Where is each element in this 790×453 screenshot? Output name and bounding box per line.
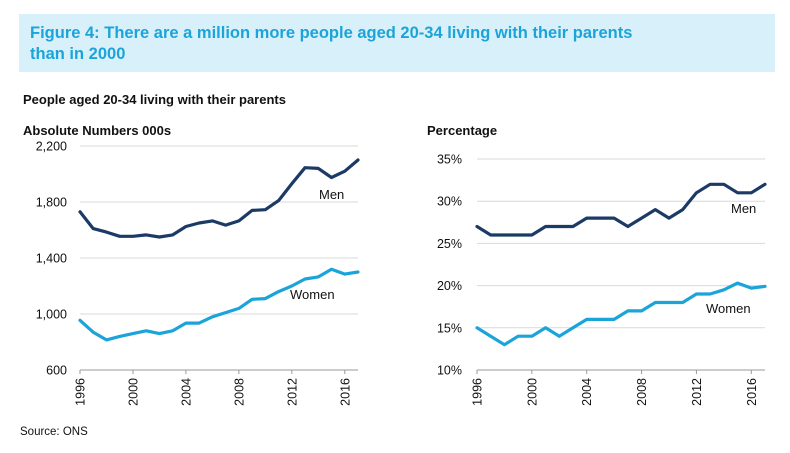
abs-y-tick-label: 1,000	[36, 308, 67, 322]
figure-banner: Figure 4: There are a million more peopl…	[19, 14, 775, 72]
abs-y-tick-label: 1,400	[36, 252, 67, 266]
left-panel-title: Absolute Numbers 000s	[23, 123, 172, 138]
abs-y-tick-label: 600	[46, 364, 67, 378]
right-panel-title: Percentage	[427, 123, 498, 138]
pct-series-women-label: Women	[706, 301, 751, 316]
abs-y-tick-label: 1,800	[36, 196, 67, 210]
abs-series-women-label: Women	[290, 287, 335, 302]
abs-series-men-line	[78, 158, 360, 239]
pct-x-tick-label: 1996	[471, 378, 485, 406]
pct-y-tick-label: 10%	[437, 364, 462, 378]
figure-title-line-2: than in 2000	[30, 45, 126, 63]
abs-x-tick-label: 1996	[74, 378, 88, 406]
source-note: Source: ONS	[20, 426, 88, 438]
pct-y-tick-label: 15%	[437, 321, 462, 335]
abs-x-tick-label: 2000	[126, 378, 140, 406]
pct-x-tick-label: 2012	[690, 378, 704, 406]
pct-y-tick-label: 20%	[437, 279, 462, 293]
pct-y-tick-label: 25%	[437, 237, 462, 251]
pct-series-women-line	[475, 281, 767, 347]
pct-x-tick-label: 2000	[525, 378, 539, 406]
pct-x-tick-label: 2008	[635, 378, 649, 406]
abs-x-tick-label: 2004	[179, 378, 193, 406]
pct-x-tick-label: 2016	[745, 378, 759, 406]
abs-series-men-label: Men	[319, 187, 344, 202]
abs-x-tick-label: 2016	[338, 378, 352, 406]
abs-series-women-line	[78, 267, 360, 342]
pct-y-tick-label: 30%	[437, 195, 462, 209]
abs-y-tick-label: 2,200	[36, 140, 67, 154]
chart-subtitle: People aged 20-34 living with their pare…	[23, 92, 286, 107]
figure-title-line-1: Figure 4: There are a million more peopl…	[30, 24, 633, 42]
pct-series-men-label: Men	[731, 201, 756, 216]
abs-x-tick-label: 2008	[232, 378, 246, 406]
abs-x-tick-label: 2012	[285, 378, 299, 406]
pct-series-men-line	[475, 182, 767, 237]
pct-y-tick-label: 35%	[437, 153, 462, 167]
pct-x-tick-label: 2004	[580, 378, 594, 406]
